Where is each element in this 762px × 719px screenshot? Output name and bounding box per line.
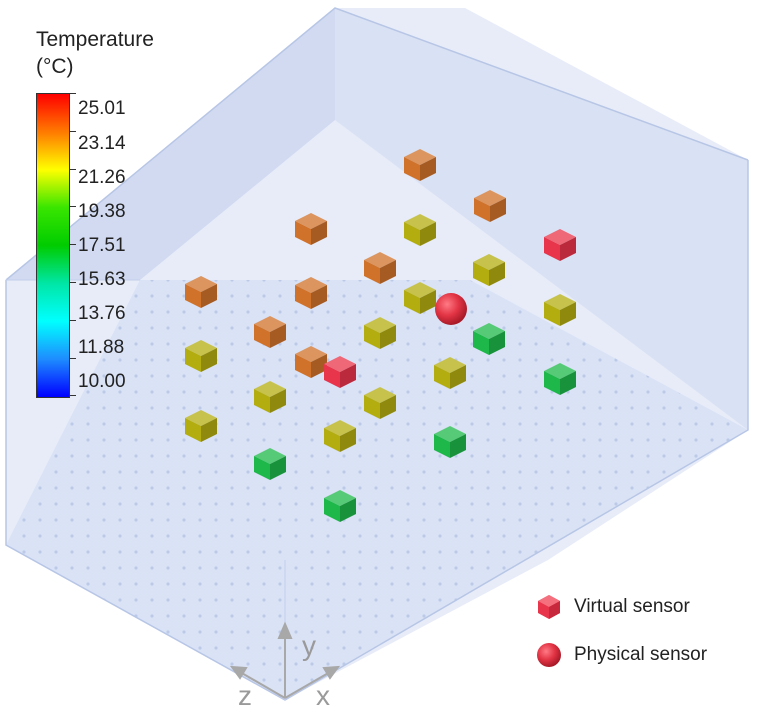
axis-z-label: z: [238, 680, 252, 711]
legend-physical-sensor: Physical sensor: [536, 642, 707, 668]
virtual-sensor-cube: [185, 276, 217, 308]
colorbar-label: 13.76: [78, 303, 126, 324]
virtual-sensor-cube: [324, 356, 356, 388]
virtual-sensor-cube: [295, 346, 327, 378]
virtual-sensor-cube: [254, 316, 286, 348]
virtual-sensor-cube: [364, 387, 396, 419]
legend-virtual-sensor: Virtual sensor: [536, 594, 690, 620]
colorbar-tick: [69, 130, 76, 132]
colorbar-label: 15.63: [78, 269, 126, 290]
colorbar-tick: [69, 93, 76, 94]
virtual-sensor-cube: [254, 448, 286, 480]
colorbar-label: 19.38: [78, 201, 126, 222]
colorbar-tick: [69, 357, 76, 359]
virtual-sensor-cube: [473, 323, 505, 355]
colorbar-tick: [69, 244, 76, 246]
axis-x-label: x: [316, 680, 330, 711]
virtual-sensor-cube: [364, 252, 396, 284]
colorbar-title: Temperature (°C): [36, 26, 154, 80]
virtual-sensor-cube: [254, 381, 286, 413]
physical-sensor-sphere: [435, 293, 467, 325]
physical-sensor-icon: [537, 643, 561, 667]
virtual-sensor-cube: [324, 420, 356, 452]
colorbar-title-line1: Temperature: [36, 28, 154, 51]
virtual-sensor-cube: [544, 229, 576, 261]
colorbar-label: 21.26: [78, 167, 126, 188]
colorbar-ticks: [69, 93, 77, 398]
virtual-sensor-cube: [364, 317, 396, 349]
colorbar-label: 25.01: [78, 98, 126, 119]
colorbar-tick: [69, 282, 76, 283]
virtual-sensor-icon: [538, 595, 560, 619]
virtual-sensor-cube: [474, 190, 506, 222]
colorbar-tick: [69, 395, 76, 397]
virtual-sensor-cube: [185, 340, 217, 372]
virtual-sensor-cube: [404, 214, 436, 246]
legend-physical-label: Physical sensor: [574, 644, 708, 665]
virtual-sensor-cube: [295, 277, 327, 309]
axis-y-label: y: [302, 630, 316, 661]
virtual-sensor-cube: [404, 149, 436, 181]
virtual-sensor-cube: [544, 363, 576, 395]
virtual-sensor-cube: [185, 410, 217, 442]
sensor-markers: [185, 149, 576, 522]
virtual-sensor-cube: [295, 213, 327, 245]
virtual-sensor-cube: [473, 254, 505, 286]
virtual-sensor-cube: [544, 294, 576, 326]
colorbar-tick: [69, 206, 76, 208]
colorbar-label: 10.00: [78, 371, 126, 392]
virtual-sensor-cube: [434, 357, 466, 389]
virtual-sensor-cube: [324, 490, 356, 522]
colorbar-label: 11.88: [78, 337, 125, 358]
colorbar-gradient: [36, 93, 70, 398]
virtual-sensor-cube: [404, 282, 436, 314]
colorbar-tick: [69, 168, 76, 170]
legend-virtual-label: Virtual sensor: [574, 596, 690, 617]
colorbar-tick: [69, 319, 76, 321]
virtual-sensor-cube: [434, 426, 466, 458]
colorbar-label: 17.51: [78, 235, 126, 256]
colorbar-label: 23.14: [78, 133, 126, 154]
colorbar-title-line2: (°C): [36, 55, 74, 78]
axes-gizmo: [229, 621, 341, 699]
